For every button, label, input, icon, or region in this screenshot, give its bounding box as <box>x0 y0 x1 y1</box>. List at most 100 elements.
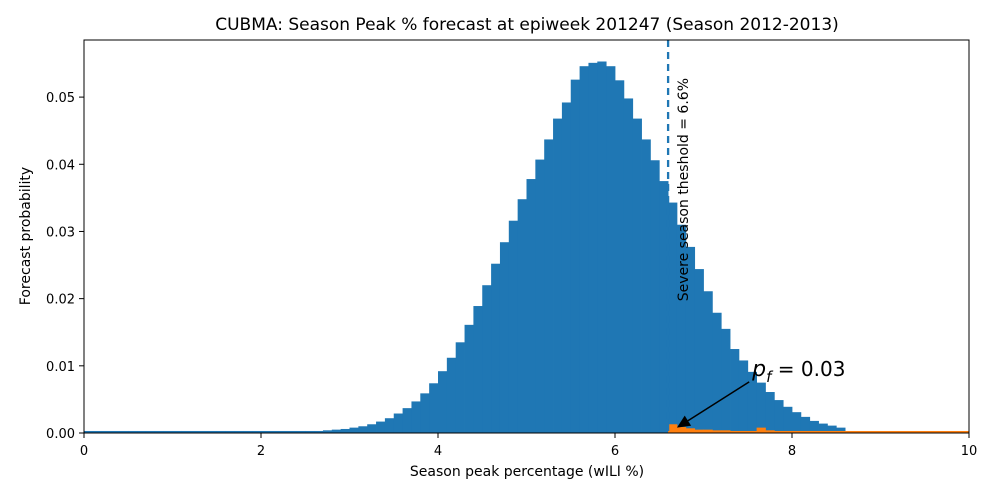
histogram-bar <box>119 430 129 433</box>
histogram-bar <box>402 408 412 433</box>
histogram-bar <box>172 430 182 433</box>
histogram-bar <box>606 66 616 433</box>
histogram-bar <box>207 430 218 433</box>
histogram-bar <box>721 430 731 433</box>
x-tick-label: 0 <box>80 444 88 459</box>
histogram-bar <box>862 430 873 433</box>
plot-frame <box>83 39 970 434</box>
histogram-bar <box>641 139 651 433</box>
histogram-bar <box>199 430 209 433</box>
histogram-bar <box>508 220 519 433</box>
pf-annotation: pf = 0.03 <box>676 357 845 428</box>
x-axis-label: Season peak percentage (wILI %) <box>410 464 644 480</box>
histogram-bar <box>553 118 563 433</box>
histogram-bar <box>827 425 837 433</box>
histogram-bar <box>845 430 855 433</box>
histogram-bar <box>464 324 474 433</box>
histogram-bar <box>818 430 828 433</box>
histogram-bar <box>181 430 191 433</box>
y-tick-label: 0.04 <box>46 158 75 173</box>
histogram-bar <box>420 393 430 433</box>
histogram-bar <box>756 382 766 433</box>
y-tick-label: 0.05 <box>46 91 75 106</box>
y-axis-label: Forecast probability <box>18 167 34 305</box>
histogram-bar <box>411 401 421 433</box>
histogram-bar <box>712 430 722 433</box>
histogram-bar <box>712 312 722 433</box>
histogram-bar <box>907 430 917 433</box>
histogram-bar <box>632 118 642 433</box>
histogram-bar <box>951 430 961 433</box>
histogram-bar <box>243 430 253 433</box>
histogram-bar <box>570 79 580 433</box>
histogram-bar <box>800 416 811 433</box>
histogram-bar <box>491 263 501 433</box>
threshold-label: Severe season theshold = 6.6% <box>676 78 692 301</box>
histogram-bar <box>588 62 598 434</box>
histogram-bar <box>659 181 669 433</box>
x-tick-label: 8 <box>788 444 796 459</box>
histogram-bar <box>915 430 926 433</box>
histogram-bar <box>499 242 510 433</box>
histogram-bar <box>774 430 784 433</box>
histogram-bar <box>296 430 306 433</box>
histogram-bar <box>668 202 678 433</box>
histogram-bar <box>703 291 713 433</box>
histogram-bar <box>774 400 784 433</box>
histogram-bar <box>137 430 147 433</box>
histogram-bar <box>676 426 687 433</box>
histogram-bar <box>358 426 368 433</box>
histogram-bar <box>800 430 811 433</box>
histogram-bar <box>349 427 359 433</box>
histogram-bar <box>287 430 297 433</box>
pf-subscript: f <box>766 368 774 386</box>
histogram-bar <box>305 430 315 433</box>
histogram-bar <box>535 159 545 433</box>
histogram-bar <box>597 61 607 433</box>
histogram-bar <box>376 421 386 433</box>
histogram-bar <box>650 160 660 433</box>
histogram-bar <box>84 430 94 433</box>
histogram-bar <box>685 246 696 433</box>
x-tick-label: 6 <box>611 444 619 459</box>
histogram-bar <box>694 429 704 433</box>
histogram-bar <box>615 80 625 433</box>
histogram-bar <box>747 430 757 433</box>
histogram-bar <box>747 371 757 433</box>
x-tick-label: 2 <box>257 444 265 459</box>
histogram-bar <box>340 428 350 433</box>
histogram-bar <box>898 430 908 433</box>
histogram-bar <box>783 430 793 433</box>
histogram-bar <box>561 102 572 433</box>
histogram-bar <box>809 420 819 433</box>
y-tick-label: 0.03 <box>46 225 75 240</box>
histogram-bar <box>261 430 271 433</box>
histogram-bar <box>163 430 173 433</box>
histogram-bar <box>101 430 111 433</box>
histogram-bar <box>128 430 138 433</box>
histogram-bar <box>960 430 970 433</box>
histogram-bar <box>871 430 881 433</box>
histogram-bar <box>880 430 890 433</box>
histogram-bar <box>889 430 899 433</box>
annotation-arrow <box>687 381 750 422</box>
histogram-bar <box>446 357 457 433</box>
histogram-bar <box>278 430 288 433</box>
histogram-bar <box>473 306 483 433</box>
histogram-bar <box>738 360 749 433</box>
histogram-bar <box>853 430 864 433</box>
pf-equals-value: = 0.03 <box>771 357 845 381</box>
histogram-bar <box>809 430 819 433</box>
histogram-bar <box>322 430 333 433</box>
histogram-bar <box>942 430 952 433</box>
histogram-bar <box>685 428 696 433</box>
histogram-bar <box>429 383 439 433</box>
histogram-bar <box>836 427 846 433</box>
histogram-bar <box>216 430 226 433</box>
histogram-bar <box>676 224 687 433</box>
histogram-bar <box>721 328 731 433</box>
histogram-bar <box>517 199 527 433</box>
annotation-arrow-head <box>676 415 692 428</box>
